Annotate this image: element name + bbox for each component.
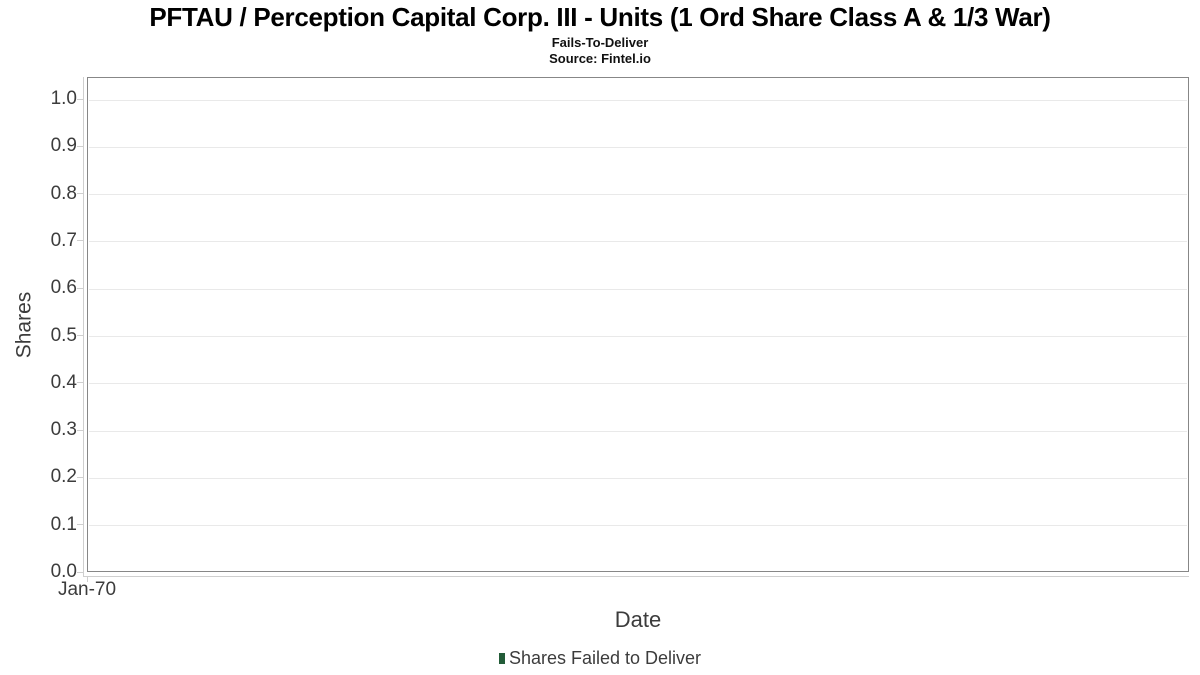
y-gridline <box>89 383 1187 385</box>
legend-item-shares-failed[interactable]: Shares Failed to Deliver <box>498 647 702 669</box>
y-tick-mark <box>77 571 84 573</box>
y-tick-label: 0.1 <box>50 513 77 535</box>
y-tick-label: 0.8 <box>50 182 77 204</box>
y-gridline <box>89 99 1187 101</box>
x-axis-title: Date <box>614 607 662 632</box>
y-tick-label: 0.2 <box>50 466 77 488</box>
y-gridline <box>89 288 1187 290</box>
x-axis-line <box>83 576 1189 577</box>
y-gridline <box>89 525 1187 527</box>
y-axis-title: Shares <box>12 291 36 359</box>
y-tick-mark <box>77 524 84 526</box>
y-tick-mark <box>77 382 84 384</box>
y-tick-label: 0.6 <box>50 277 77 299</box>
y-tick-mark <box>77 287 84 289</box>
chart-subtitle: Fails-To-Deliver <box>551 35 649 50</box>
y-tick-label: 0.7 <box>50 229 77 251</box>
y-gridline <box>89 477 1187 479</box>
y-tick-label: 0.9 <box>50 135 77 157</box>
x-tick-mark <box>87 577 88 582</box>
y-gridline <box>89 336 1187 337</box>
y-tick-mark <box>77 98 84 100</box>
y-tick-label: 1.0 <box>50 88 77 109</box>
y-tick-mark <box>77 476 84 478</box>
legend: Shares Failed to Deliver <box>0 647 1200 669</box>
x-tick-label: Jan-70 <box>57 579 117 600</box>
y-tick-mark <box>77 193 84 195</box>
y-tick-mark <box>77 429 84 431</box>
y-gridline <box>89 430 1187 432</box>
y-axis-line <box>83 77 84 577</box>
y-tick-mark <box>77 335 84 336</box>
y-tick-mark <box>77 145 84 147</box>
y-gridline <box>89 241 1187 243</box>
y-tick-label: 0.5 <box>50 324 77 346</box>
y-tick-label: 0.0 <box>50 561 77 582</box>
legend-marker-icon <box>498 652 505 664</box>
plot-area <box>87 77 1189 572</box>
chart-source-note: Source: Fintel.io <box>549 51 651 66</box>
y-tick-label: 0.3 <box>50 419 77 441</box>
y-tick-mark <box>77 240 84 242</box>
legend-label: Shares Failed to Deliver <box>508 648 702 668</box>
y-gridline <box>89 194 1187 196</box>
chart-title: PFTAU / Perception Capital Corp. III - U… <box>149 2 1051 32</box>
y-gridline <box>89 146 1187 148</box>
y-tick-label: 0.4 <box>50 371 77 393</box>
